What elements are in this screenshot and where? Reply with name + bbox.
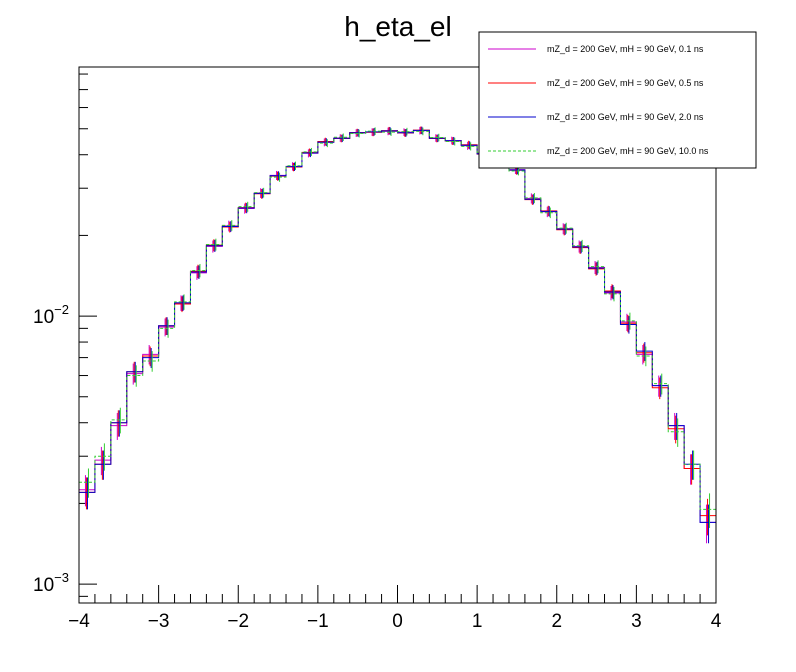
series-group bbox=[79, 127, 717, 603]
x-tick-label: −2 bbox=[227, 611, 249, 632]
series-layer bbox=[79, 126, 717, 603]
x-tick-label: 0 bbox=[392, 611, 403, 632]
x-tick-label: 3 bbox=[631, 611, 642, 632]
legend: mZ_d = 200 GeV, mH = 90 GeV, 0.1 ns mZ_d … bbox=[478, 31, 757, 169]
x-tick-label: 1 bbox=[472, 611, 483, 632]
series-line bbox=[79, 130, 717, 603]
y-tick-base: 10 bbox=[33, 575, 54, 596]
legend-entry: mZ_d = 200 GeV, mH = 90 GeV, 2.0 ns bbox=[547, 112, 704, 122]
axis-ticks bbox=[78, 73, 717, 603]
y-tick-exponent: −2 bbox=[54, 302, 69, 317]
tick-labels: −4 −3 −2 −1 0 1 2 3 410−210−3 bbox=[33, 302, 722, 632]
plot-frame bbox=[78, 66, 717, 604]
x-tick-label: 4 bbox=[711, 611, 722, 632]
chart-title: h_eta_el bbox=[344, 11, 451, 42]
x-tick-label: −3 bbox=[148, 611, 170, 632]
y-tick-label: 10−3 bbox=[33, 570, 69, 596]
y-tick-label: 10−2 bbox=[33, 302, 69, 328]
y-tick-exponent: −3 bbox=[54, 570, 69, 585]
x-tick-label: −4 bbox=[68, 611, 90, 632]
legend-entry: mZ_d = 200 GeV, mH = 90 GeV, 0.5 ns bbox=[547, 78, 704, 88]
legend-box bbox=[478, 31, 757, 169]
x-tick-label: −1 bbox=[307, 611, 329, 632]
y-tick-base: 10 bbox=[33, 307, 54, 328]
legend-entry: mZ_d = 200 GeV, mH = 90 GeV, 10.0 ns bbox=[547, 146, 709, 156]
legend-entry: mZ_d = 200 GeV, mH = 90 GeV, 0.1 ns bbox=[547, 44, 704, 54]
x-tick-label: 2 bbox=[551, 611, 562, 632]
